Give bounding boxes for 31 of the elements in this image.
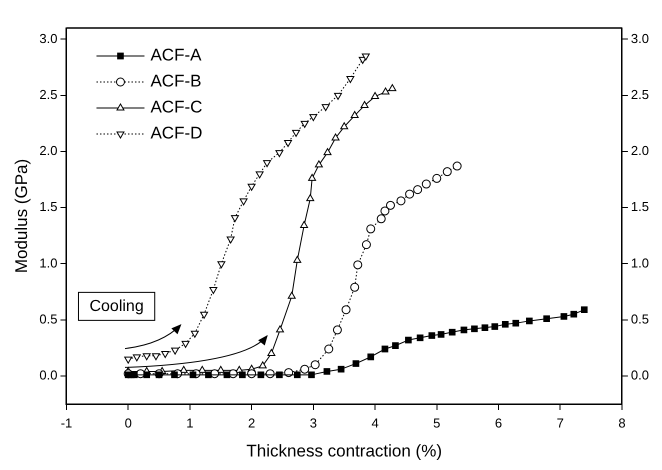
x-tick-label: 3 (310, 415, 317, 430)
y2-tick-label: 0.0 (630, 368, 650, 383)
y2-tick-label: 1.0 (630, 255, 650, 270)
x-tick-label: 4 (371, 415, 379, 430)
y-tick-label: 1.0 (39, 255, 58, 270)
y-tick-label: 0.0 (39, 368, 58, 383)
x-tick-label: 8 (618, 415, 626, 430)
x-tick-label: 2 (248, 415, 256, 430)
x-tick-label: 6 (494, 415, 502, 430)
x-tick-label: 1 (186, 415, 194, 430)
x-axis-title: Thickness contraction (%) (246, 441, 442, 460)
y2-tick-label: 1.5 (630, 199, 650, 214)
y-tick-label: 1.5 (39, 199, 58, 214)
y-axis-title: Modulus (GPa) (12, 158, 31, 274)
legend-label: ACF-B (150, 72, 202, 91)
y-tick-label: 2.0 (39, 143, 58, 158)
legend-label: ACF-D (150, 124, 202, 143)
x-tick-label: -1 (60, 415, 72, 430)
y-tick-label: 0.5 (39, 311, 58, 326)
y2-tick-label: 2.5 (630, 86, 650, 102)
y2-tick-label: 0.5 (630, 311, 650, 326)
x-tick-label: 0 (124, 415, 132, 430)
y2-tick-label: 3.0 (630, 30, 650, 46)
y-tick-label: 2.5 (39, 86, 58, 102)
x-tick-label: 5 (433, 415, 440, 430)
y2-tick-label: 2.0 (630, 143, 650, 158)
legend-label: ACF-A (150, 46, 202, 65)
y-tick-label: 3.0 (39, 30, 58, 46)
x-tick-label: 7 (556, 415, 564, 430)
annotation: Cooling (89, 298, 144, 315)
legend-label: ACF-C (150, 98, 202, 117)
